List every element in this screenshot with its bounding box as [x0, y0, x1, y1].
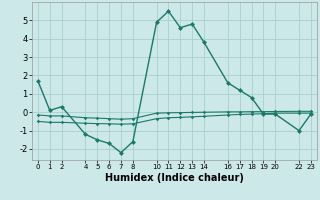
X-axis label: Humidex (Indice chaleur): Humidex (Indice chaleur) [105, 173, 244, 183]
